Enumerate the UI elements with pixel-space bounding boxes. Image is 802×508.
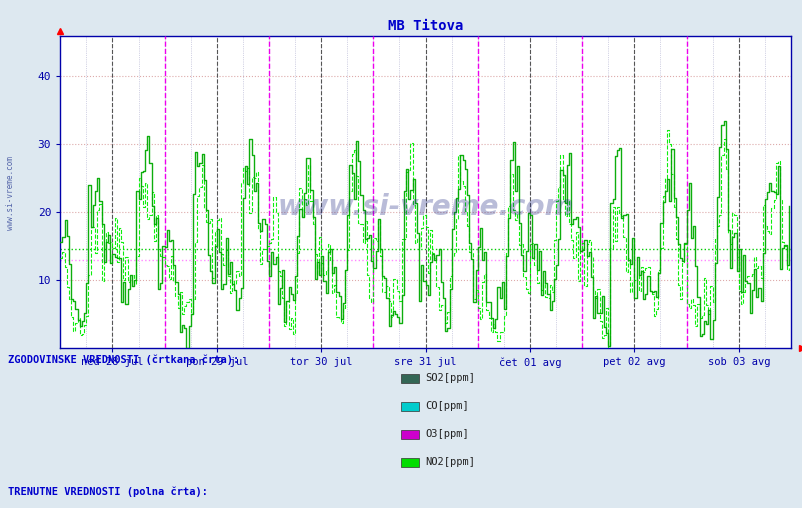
Title: MB Titova: MB Titova (387, 19, 463, 33)
Text: www.si-vreme.com: www.si-vreme.com (277, 194, 573, 221)
Text: ZGODOVINSKE VREDNOSTI (črtkana črta):: ZGODOVINSKE VREDNOSTI (črtkana črta): (8, 355, 239, 365)
Text: TRENUTNE VREDNOSTI (polna črta):: TRENUTNE VREDNOSTI (polna črta): (8, 487, 208, 497)
Text: SO2[ppm]: SO2[ppm] (425, 373, 475, 384)
Text: CO[ppm]: CO[ppm] (425, 401, 468, 411)
Text: NO2[ppm]: NO2[ppm] (425, 457, 475, 467)
Text: www.si-vreme.com: www.si-vreme.com (6, 156, 15, 230)
Text: O3[ppm]: O3[ppm] (425, 429, 468, 439)
